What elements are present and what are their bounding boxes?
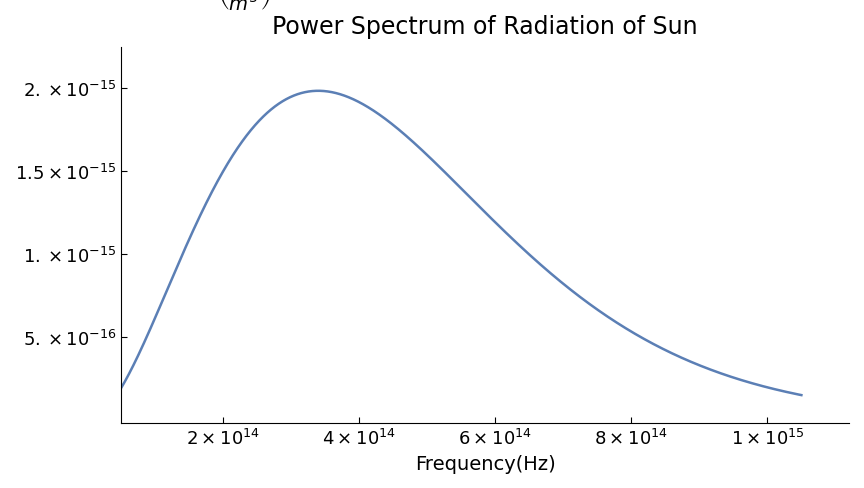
Title: Power Spectrum of Radiation of Sun: Power Spectrum of Radiation of Sun (272, 15, 698, 39)
X-axis label: Frequency(Hz): Frequency(Hz) (415, 454, 556, 473)
Text: Power of Spectrum$\!\left(\dfrac{Js}{m^3}\right)$: Power of Spectrum$\!\left(\dfrac{Js}{m^3… (34, 0, 272, 12)
